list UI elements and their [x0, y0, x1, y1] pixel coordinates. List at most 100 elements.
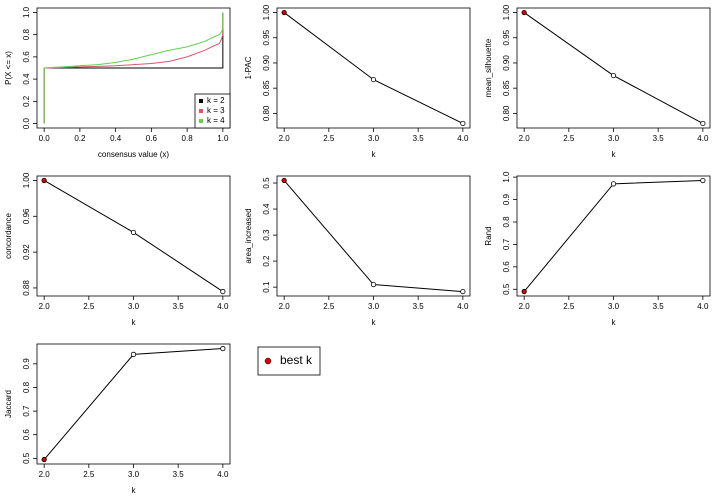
x-tick-label: 0.4 — [110, 134, 122, 143]
x-tick-label: 3.0 — [128, 470, 140, 479]
plot-box — [36, 343, 231, 465]
y-tick-label: 0.80 — [502, 105, 511, 121]
plot-box — [276, 7, 471, 129]
y-tick-label: 0.6 — [502, 261, 511, 273]
y-tick-label: 0.1 — [262, 281, 271, 293]
point — [281, 9, 287, 16]
legend-label: k = 2 — [207, 96, 225, 105]
x-tick-label: 2.5 — [83, 302, 95, 311]
legend-swatch — [199, 119, 203, 123]
x-axis-label: k — [372, 318, 377, 327]
y-tick-label: 0.80 — [262, 105, 271, 121]
line — [43, 180, 224, 292]
y-tick-label: 0.8 — [502, 216, 511, 228]
x-tick-label: 4.0 — [457, 134, 469, 143]
line — [283, 180, 463, 293]
y-tick-label: 1.00 — [502, 4, 511, 20]
x-tick-label: 2.5 — [563, 302, 575, 311]
y-tick-label: 0.88 — [22, 280, 31, 296]
point — [521, 9, 527, 16]
y-tick-label: 0.7 — [22, 405, 31, 417]
point — [460, 288, 466, 295]
line — [283, 12, 464, 124]
x-axis-label: k — [132, 486, 137, 495]
plot-box — [36, 7, 231, 129]
point — [460, 120, 466, 127]
legend-label: k = 4 — [207, 116, 225, 125]
point — [370, 76, 377, 83]
ecdf-line — [43, 12, 224, 124]
x-tick-label: 2.0 — [519, 302, 531, 311]
x-tick-label: 0.6 — [146, 134, 158, 143]
y-tick-label: 0.7 — [502, 238, 511, 250]
y-tick-label: 0.0 — [22, 117, 31, 129]
y-tick-label: 0.4 — [22, 73, 31, 85]
y-tick-label: 1.00 — [262, 4, 271, 20]
y-tick-label: 0.8 — [22, 381, 31, 393]
best-k-legend-label: best k — [280, 353, 313, 367]
y-tick-label: 0.95 — [262, 29, 271, 45]
x-tick-label: 3.0 — [608, 134, 620, 143]
y-tick-label: 0.2 — [262, 255, 271, 267]
y-axis-label: P(X <= x) — [4, 51, 13, 85]
y-tick-label: 0.90 — [502, 55, 511, 71]
x-tick-label: 3.0 — [608, 302, 620, 311]
x-tick-label: 2.5 — [323, 302, 335, 311]
y-axis-label: Rand — [484, 226, 493, 245]
y-tick-label: 0.90 — [262, 55, 271, 71]
y-tick-label: 0.5 — [502, 283, 511, 295]
y-tick-label: 0.85 — [502, 80, 511, 96]
point — [130, 229, 137, 236]
plot-box — [36, 175, 231, 297]
y-tick-label: 0.3 — [262, 229, 271, 241]
x-tick-label: 4.0 — [217, 302, 229, 311]
ecdf-line — [43, 12, 224, 124]
point — [281, 177, 287, 184]
y-tick-label: 0.9 — [22, 358, 31, 370]
y-tick-label: 0.5 — [262, 177, 271, 189]
x-tick-label: 0.0 — [39, 134, 51, 143]
point — [610, 72, 617, 79]
y-tick-label: 0.8 — [22, 29, 31, 41]
best-k-legend-marker — [264, 357, 272, 365]
point — [41, 456, 47, 463]
x-tick-label: 3.5 — [173, 302, 185, 311]
plot-box — [516, 175, 711, 297]
x-tick-label: 0.2 — [74, 134, 86, 143]
x-tick-label: 4.0 — [457, 302, 469, 311]
point — [700, 177, 706, 184]
y-tick-label: 0.6 — [22, 429, 31, 441]
x-tick-label: 2.0 — [279, 134, 291, 143]
point — [220, 288, 226, 295]
x-tick-label: 4.0 — [697, 134, 709, 143]
x-axis-label: k — [612, 150, 617, 159]
point — [220, 345, 226, 352]
y-tick-label: 0.2 — [22, 95, 31, 107]
point — [521, 288, 527, 295]
x-tick-label: 4.0 — [217, 470, 229, 479]
y-tick-label: 1.0 — [502, 171, 511, 183]
y-tick-label: 0.95 — [502, 29, 511, 45]
point — [610, 181, 617, 187]
y-axis-label: 1-PAC — [244, 56, 253, 79]
point — [41, 177, 47, 184]
x-tick-label: 2.0 — [39, 302, 51, 311]
y-tick-label: 0.85 — [262, 80, 271, 96]
x-tick-label: 3.5 — [653, 302, 665, 311]
y-tick-label: 0.6 — [22, 51, 31, 63]
x-tick-label: 3.5 — [413, 302, 425, 311]
y-axis-label: mean_silhouette — [484, 38, 493, 97]
plot-box — [276, 175, 471, 297]
x-axis-label: k — [372, 150, 377, 159]
y-tick-label: 0.92 — [22, 244, 31, 260]
x-tick-label: 2.0 — [279, 302, 291, 311]
y-tick-label: 0.5 — [22, 452, 31, 464]
x-axis-label: k — [612, 318, 617, 327]
y-axis-label: Jaccard — [4, 390, 13, 418]
x-tick-label: 3.0 — [368, 134, 380, 143]
x-tick-label: 3.5 — [173, 470, 185, 479]
y-tick-label: 0.96 — [22, 208, 31, 224]
line — [523, 179, 703, 292]
x-tick-label: 2.0 — [39, 470, 51, 479]
